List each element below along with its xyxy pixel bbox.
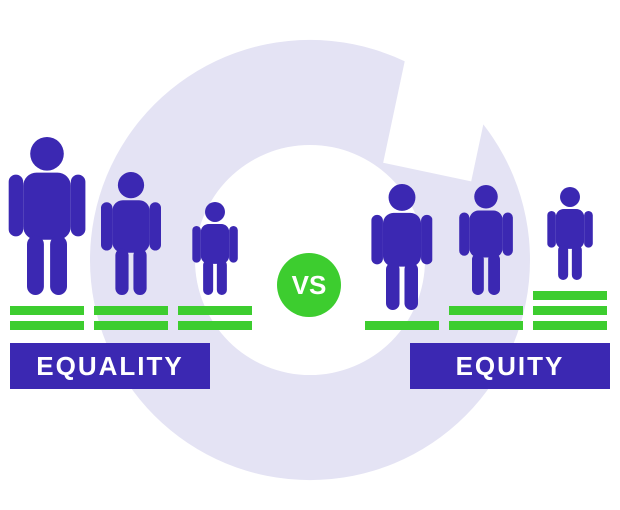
equality-box: [10, 306, 84, 315]
vs-badge: VS: [277, 253, 341, 317]
equality-box: [178, 321, 252, 330]
equity-box: [533, 291, 607, 300]
equality-person-icon: [192, 200, 238, 300]
equity-label-text: EQUITY: [456, 351, 565, 382]
equality-box: [94, 321, 168, 330]
equality-column: [178, 205, 252, 330]
equity-person-icon: [459, 183, 513, 300]
equality-column: [94, 175, 168, 330]
equity-box: [449, 306, 523, 315]
equality-label-text: EQUALITY: [36, 351, 183, 382]
equality-person-icon: [9, 135, 86, 300]
equity-column: [365, 187, 439, 330]
equity-box: [533, 321, 607, 330]
equity-box: [365, 321, 439, 330]
equality-person-icon: [101, 170, 161, 300]
equality-label: EQUALITY: [10, 343, 210, 389]
equality-box: [94, 306, 168, 315]
equity-column: [449, 188, 523, 330]
equity-label: EQUITY: [410, 343, 610, 389]
equality-box: [10, 321, 84, 330]
equality-column: [10, 140, 84, 330]
vs-text: VS: [292, 270, 327, 301]
equity-box: [533, 306, 607, 315]
infographic-canvas: VS EQUALITY EQUITY: [0, 0, 620, 510]
equity-person-icon: [371, 182, 432, 315]
equity-box: [449, 321, 523, 330]
equity-column: [533, 190, 607, 330]
equity-person-icon: [547, 185, 593, 285]
equality-box: [178, 306, 252, 315]
